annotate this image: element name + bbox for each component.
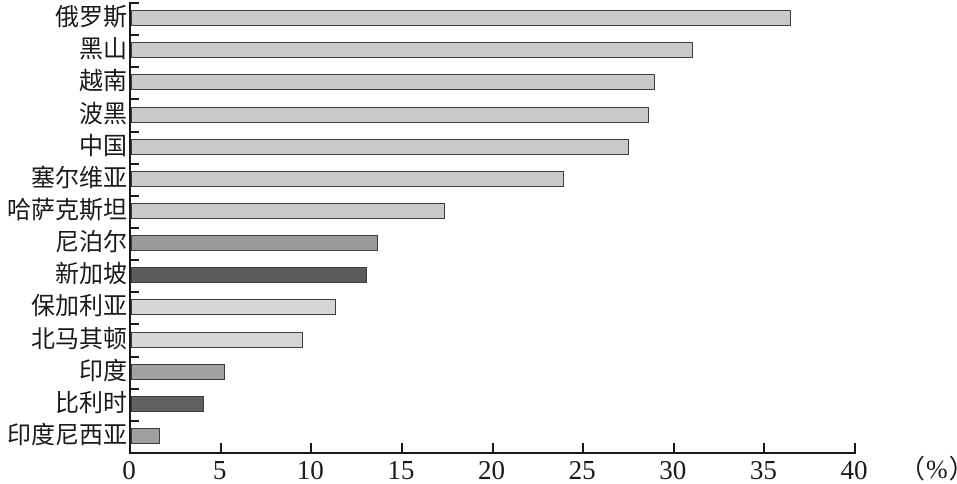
x-tick-label: 35 (749, 455, 777, 484)
bar (131, 363, 226, 380)
bar (131, 170, 565, 187)
y-axis-tick (131, 323, 139, 326)
x-tick-label: 10 (296, 455, 324, 484)
bar (131, 235, 378, 252)
y-axis-tick (131, 194, 139, 197)
category-label: 印度 (79, 358, 127, 385)
plot-area (129, 2, 856, 454)
category-label: 俄罗斯 (55, 5, 127, 32)
bar (131, 74, 655, 91)
y-axis-tick (131, 2, 139, 4)
category-label: 波黑 (79, 101, 127, 128)
x-axis-tick (672, 443, 675, 452)
bar (131, 299, 336, 316)
bar (131, 106, 650, 123)
x-axis-tick (310, 443, 313, 452)
category-label: 保加利亚 (31, 294, 127, 321)
y-axis-tick (131, 34, 139, 37)
category-label: 越南 (79, 69, 127, 96)
y-axis-tick (131, 291, 139, 294)
y-axis-tick (131, 259, 139, 262)
y-axis-tick (131, 355, 139, 358)
x-axis-tick (763, 443, 766, 452)
x-axis-tick (219, 443, 222, 452)
y-axis-tick (131, 227, 139, 229)
x-tick-label: 0 (122, 455, 136, 484)
x-tick-label: 25 (568, 455, 596, 484)
y-axis-tick (131, 162, 139, 165)
y-axis-tick (131, 66, 139, 69)
category-label: 北马其顿 (31, 326, 127, 353)
category-label: 印度尼西亚 (7, 422, 127, 449)
category-label: 黑山 (79, 37, 127, 64)
bar (131, 267, 367, 284)
x-axis-tick (854, 443, 856, 452)
x-tick-label: 40 (840, 455, 868, 484)
category-label: 中国 (79, 133, 127, 160)
y-axis-tick (131, 98, 139, 101)
x-tick-label: 30 (659, 455, 687, 484)
bar (131, 42, 693, 59)
category-label: 尼泊尔 (55, 230, 127, 257)
x-tick-label: 20 (478, 455, 505, 484)
bar (131, 202, 445, 219)
y-axis-tick (131, 419, 139, 422)
bar (131, 138, 630, 155)
category-label: 比利时 (55, 390, 127, 417)
y-axis-tick (131, 130, 139, 133)
category-label: 塞尔维亚 (31, 165, 127, 192)
bar (131, 331, 304, 348)
x-axis-tick (582, 443, 585, 452)
bar (131, 395, 204, 412)
x-axis-tick (400, 443, 403, 452)
bar (131, 10, 791, 27)
x-axis-tick (491, 443, 494, 452)
bar (131, 427, 160, 444)
x-tick-label: 15 (387, 455, 415, 484)
y-axis-tick (131, 387, 139, 390)
axis-unit-label: （%） (899, 455, 957, 484)
x-tick-label: 5 (212, 455, 227, 484)
category-label: 新加坡 (55, 262, 127, 289)
category-label: 哈萨克斯坦 (7, 197, 127, 224)
